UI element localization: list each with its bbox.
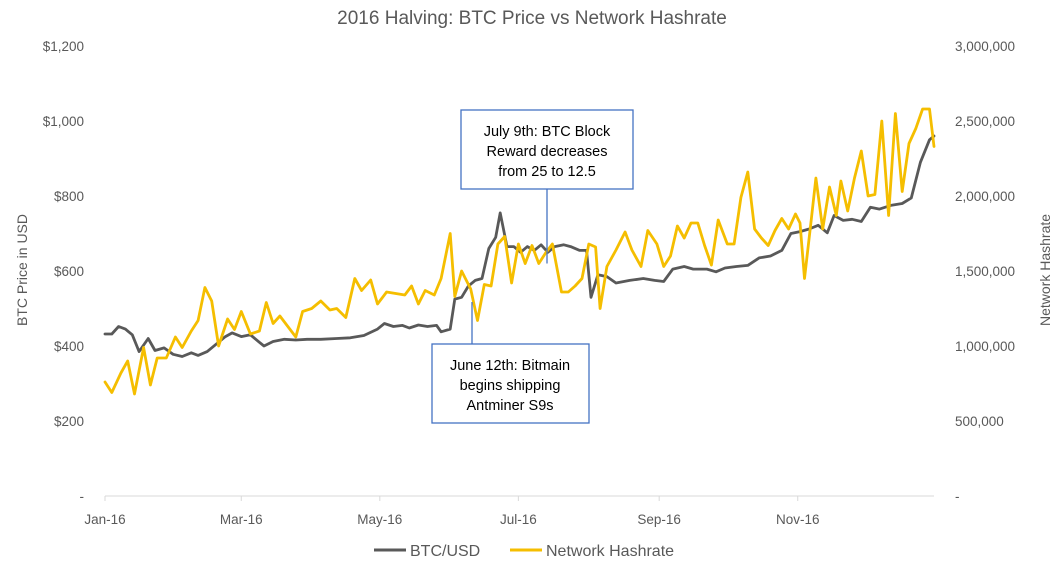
y-right-tick-label: - xyxy=(955,489,960,504)
left-axis: - $200 $400 $600 $800 $1,000 $1,200 xyxy=(43,39,84,504)
x-tick-label: Jan-16 xyxy=(84,512,125,527)
x-tick-label: Mar-16 xyxy=(220,512,263,527)
annotation-bitmain: June 12th: Bitmain begins shipping Antmi… xyxy=(431,302,590,424)
annotation-bitmain-line-2: begins shipping xyxy=(460,378,561,394)
chart-title: 2016 Halving: BTC Price vs Network Hashr… xyxy=(337,8,727,29)
legend-label-btc: BTC/USD xyxy=(410,543,480,560)
annotation-bitmain-line-1: June 12th: Bitmain xyxy=(450,358,570,374)
series-layer xyxy=(103,107,936,396)
annotation-bitmain-line-3: Antminer S9s xyxy=(466,398,553,414)
annotation-halving: July 9th: BTC Block Reward decreases fro… xyxy=(460,109,634,264)
x-tick-label: Jul-16 xyxy=(500,512,537,527)
y-right-tick-label: 1,000,000 xyxy=(955,339,1015,354)
y-right-tick-label: 3,000,000 xyxy=(955,39,1015,54)
x-tick-label: Sep-16 xyxy=(637,512,681,527)
x-tick-label: May-16 xyxy=(357,512,402,527)
right-axis: - 500,000 1,000,000 1,500,000 2,000,000 2,500… xyxy=(955,39,1015,504)
y-right-tick-label: 500,000 xyxy=(955,414,1004,429)
x-tick-label: Nov-16 xyxy=(776,512,820,527)
annotation-halving-box xyxy=(460,109,634,190)
y-left-tick-label: $1,000 xyxy=(43,114,84,129)
annotation-halving-line-1: July 9th: BTC Block xyxy=(484,124,611,140)
y-axis-label-left: BTC Price in USD xyxy=(14,214,30,326)
annotation-halving-line-3: from 25 to 12.5 xyxy=(498,164,596,180)
y-left-tick-label: $1,200 xyxy=(43,39,84,54)
y-right-tick-label: 2,000,000 xyxy=(955,189,1015,204)
legend-label-hashrate: Network Hashrate xyxy=(546,543,674,560)
y-left-tick-label: $400 xyxy=(54,339,84,354)
legend: BTC/USD Network Hashrate xyxy=(374,543,674,560)
y-left-tick-label: - xyxy=(80,489,85,504)
y-left-tick-label: $600 xyxy=(54,264,84,279)
series-line-network-hashrate xyxy=(103,107,936,396)
x-axis: Jan-16 Mar-16 May-16 Jul-16 Sep-16 Nov-16 xyxy=(84,496,819,527)
annotation-bitmain-box xyxy=(431,343,590,424)
y-right-tick-label: 1,500,000 xyxy=(955,264,1015,279)
y-left-tick-label: $800 xyxy=(54,189,84,204)
y-left-tick-label: $200 xyxy=(54,414,84,429)
y-right-tick-label: 2,500,000 xyxy=(955,114,1015,129)
annotation-halving-line-2: Reward decreases xyxy=(487,144,608,160)
y-axis-label-right: Network Hashrate xyxy=(1037,214,1053,326)
